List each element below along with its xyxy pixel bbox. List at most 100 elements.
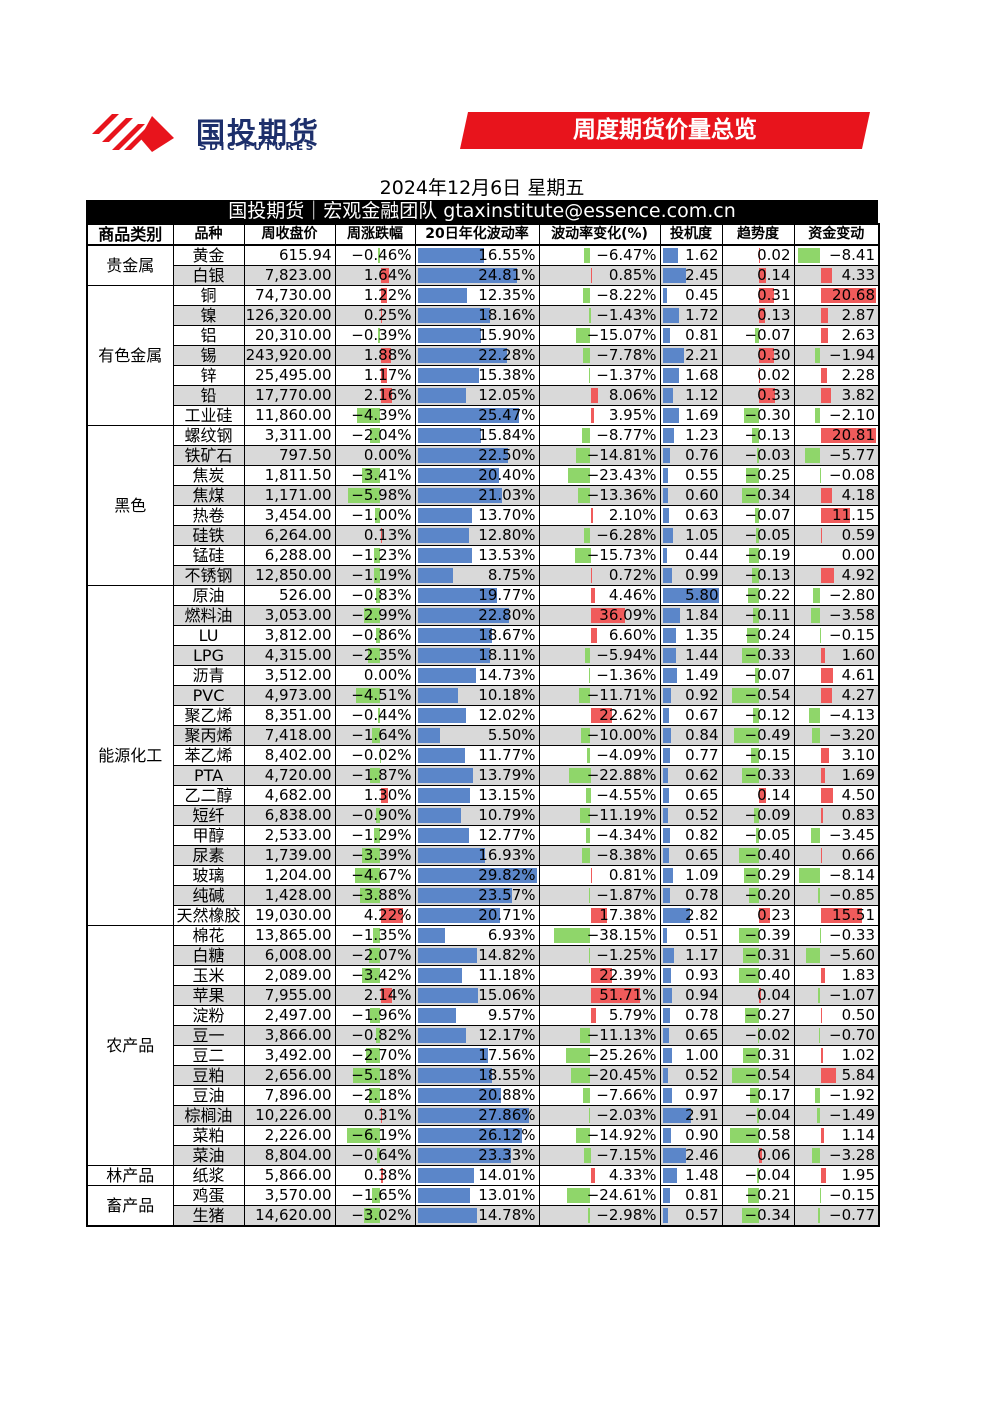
fund-value: −5.77 (829, 446, 875, 465)
chg-value: 0.00% (363, 666, 412, 685)
vol-bar (417, 1168, 474, 1183)
fund-value: 0.66 (841, 846, 875, 865)
fund-cell: −0.08 (793, 465, 880, 486)
chg-value: 0.13% (363, 526, 412, 545)
volchg-value: −1.43% (596, 306, 657, 325)
vol-bar (417, 588, 497, 603)
trend-value: −0.13 (744, 426, 791, 445)
trend-value: 0.13 (757, 306, 791, 325)
vol-cell: 15.84% (414, 425, 540, 446)
volchg-cell: −4.34% (538, 825, 661, 846)
trend-bar (731, 688, 759, 703)
trend-bar (756, 1108, 759, 1123)
trend-bar (729, 1128, 759, 1143)
chg-cell: −6.19% (334, 1125, 416, 1146)
chg-value: 0.00% (363, 446, 412, 465)
vol-bar (417, 428, 481, 443)
vol-bar (417, 648, 490, 663)
column-header: 商品类别 (86, 223, 174, 246)
vol-cell: 18.67% (414, 625, 540, 646)
chg-cell: −1.29% (334, 825, 416, 846)
trend-value: −0.11 (744, 606, 791, 625)
vol-bar (417, 748, 465, 763)
chg-cell: −4.51% (334, 685, 416, 706)
trend-bar (758, 788, 766, 803)
volchg-value: −6.28% (596, 526, 657, 545)
trend-value: −0.33 (744, 646, 791, 665)
table-row: 天然橡胶 19,030.00 4.22% 20.71% 17.38% 2.82 0.23 15… (87, 905, 880, 926)
spec-bar (662, 348, 684, 363)
volchg-value: −1.36% (596, 666, 657, 685)
logo-text: 国投期货 (196, 116, 321, 150)
fund-bar (820, 788, 833, 803)
name-cell: 铜 (172, 285, 245, 306)
chg-cell: −0.02% (334, 745, 416, 766)
chg-value: 0.38% (363, 1166, 412, 1185)
name-cell: 短纤 (172, 805, 245, 826)
vol-bar (417, 788, 471, 803)
chg-cell: −0.39% (334, 325, 416, 346)
vol-cell: 10.18% (414, 685, 540, 706)
fund-cell: −0.15 (793, 625, 880, 646)
volchg-bar (553, 928, 591, 943)
price-cell: 3,512.00 (243, 665, 336, 686)
spec-cell: 0.55 (659, 465, 723, 486)
volchg-bar (576, 328, 591, 343)
chg-value: −6.19% (351, 1126, 412, 1145)
table-row: 畜产品 鸡蛋 3,570.00 −1.65% 13.01% −24.61% 0.81 −0.2… (86, 1185, 880, 1227)
trend-cell: 0.23 (721, 905, 795, 926)
volchg-bar (588, 888, 591, 903)
trend-cell: 0.13 (721, 305, 795, 326)
trend-value: −0.31 (744, 1046, 791, 1065)
trend-value: −0.04 (744, 1106, 791, 1125)
spec-value: 0.55 (685, 466, 719, 485)
volchg-value: −8.22% (596, 286, 657, 305)
fund-bar (818, 1208, 821, 1223)
spec-cell: 2.91 (659, 1105, 723, 1126)
spec-bar (662, 508, 669, 523)
fund-value: −3.20 (829, 726, 875, 745)
table-row: 豆二 3,492.00 −2.70% 17.56% −25.26% 1.00 −0.31 1.… (87, 1045, 880, 1066)
price-cell: 7,823.00 (243, 265, 336, 286)
volchg-bar (589, 368, 591, 383)
spec-bar (662, 248, 679, 263)
fund-value: −3.58 (829, 606, 875, 625)
vol-bar (417, 1068, 492, 1083)
fund-cell: 0.50 (793, 1005, 880, 1026)
chg-value: −2.70% (351, 1046, 412, 1065)
vol-cell: 24.81% (414, 265, 540, 286)
spec-bar (662, 1208, 668, 1223)
fund-bar (820, 688, 832, 703)
vol-value: 6.93% (487, 926, 536, 945)
chg-bar (367, 648, 381, 663)
name-cell: 豆二 (172, 1045, 245, 1066)
spec-cell: 0.92 (659, 685, 723, 706)
fund-value: 2.63 (841, 326, 875, 345)
trend-bar (739, 928, 759, 943)
trend-bar (756, 528, 759, 543)
volchg-value: 2.10% (608, 506, 657, 525)
price-cell: 5,866.00 (243, 1165, 336, 1186)
table-row: 豆油 7,896.00 −2.18% 20.88% −7.66% 0.97 −0.17 −1.… (87, 1085, 880, 1106)
chg-value: 1.22% (363, 286, 412, 305)
vol-cell: 14.73% (414, 665, 540, 686)
vol-cell: 21.03% (414, 485, 540, 506)
trend-value: −0.07 (744, 506, 791, 525)
spec-cell: 2.46 (659, 1145, 723, 1166)
spec-cell: 0.77 (659, 745, 723, 766)
spec-bar (662, 888, 671, 903)
trend-cell: −0.34 (721, 485, 795, 506)
fund-bar (814, 408, 821, 423)
spec-value: 0.78 (685, 886, 719, 905)
fund-cell: 5.84 (793, 1065, 880, 1086)
volchg-value: 0.81% (608, 866, 657, 885)
table-row: 尿素 1,739.00 −3.39% 16.93% −8.38% 0.65 −0.40 0.6… (87, 845, 880, 866)
volchg-value: −11.71% (586, 686, 657, 705)
spec-cell: 1.05 (659, 525, 723, 546)
volchg-value: 22.39% (599, 966, 657, 985)
fund-bar (818, 888, 821, 903)
chg-bar (380, 988, 393, 1003)
spec-bar (662, 368, 679, 383)
chg-cell: 1.17% (334, 365, 416, 386)
vol-value: 25.47% (478, 406, 536, 425)
